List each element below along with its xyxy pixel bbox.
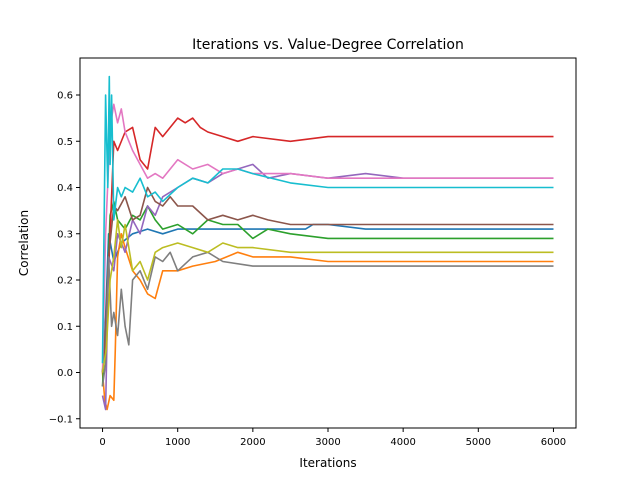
y-tick-label: 0.4 [57,183,73,194]
x-tick-label: 5000 [466,437,491,448]
y-tick-label: 0.2 [57,276,73,287]
series-line-3 [101,200,554,387]
y-tick-label: 0.0 [57,368,73,379]
x-tick-label: 6000 [541,437,566,448]
y-tick-label: 0.6 [57,91,73,102]
x-tick-label: 4000 [390,437,415,448]
y-tick-label: −0.1 [49,414,73,425]
series-line-7 [101,103,554,373]
series-line-2 [101,233,554,411]
plot-frame [79,57,577,429]
chart-title: Iterations vs. Value-Degree Correlation [192,37,464,53]
plot-lines [101,75,554,411]
y-axis-label: Correlation [17,210,31,276]
x-tick-label: 2000 [240,437,265,448]
x-axis: 0 1000 2000 3000 4000 5000 6000 [99,428,566,448]
series-line-5 [101,163,554,411]
x-tick-label: 0 [99,437,105,448]
series-line-4 [101,117,554,373]
x-axis-label: Iterations [299,456,356,470]
y-tick-label: 0.3 [57,229,73,240]
series-line-6 [101,186,554,373]
series-line-9 [101,219,554,373]
y-tick-label: 0.5 [57,137,73,148]
x-tick-label: 3000 [315,437,340,448]
y-axis: −0.1 0.0 0.1 0.2 0.3 0.4 0.5 0.6 [49,91,80,425]
y-tick-label: 0.1 [57,322,73,333]
x-tick-label: 1000 [165,437,190,448]
series-line-1 [101,223,554,373]
series-line-10 [101,75,554,364]
series-line-8 [101,251,554,387]
